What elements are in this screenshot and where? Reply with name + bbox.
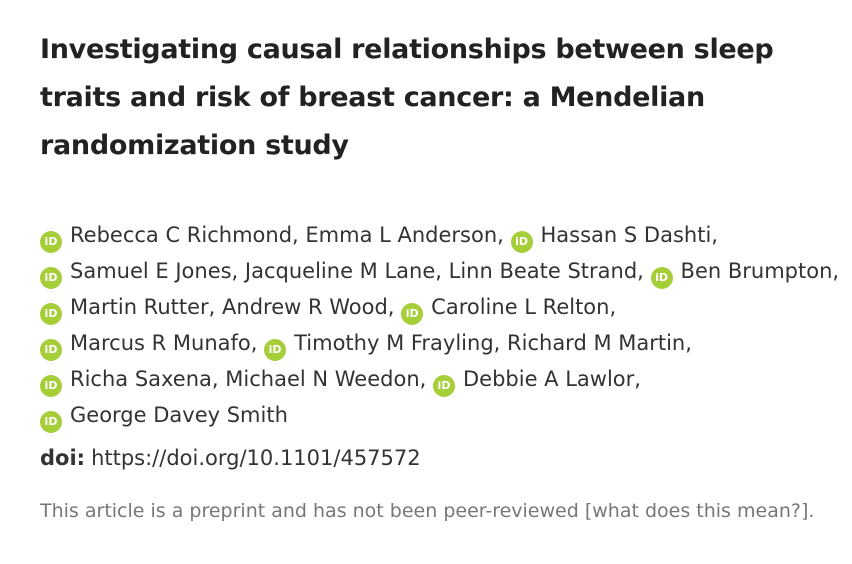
author: iD Marcus R Munafo, — [40, 331, 258, 361]
author-name: Rebecca C Richmond, — [70, 223, 299, 247]
author-name: Timothy M Frayling, — [294, 331, 501, 355]
author: Linn Beate Strand, — [449, 259, 644, 283]
notice-text: This article is a preprint and has not b… — [40, 500, 579, 522]
orcid-icon[interactable]: iD — [433, 375, 455, 397]
orcid-icon[interactable]: iD — [40, 411, 62, 433]
author: iD Caroline L Relton, — [401, 295, 617, 325]
author: Michael N Weedon, — [225, 367, 426, 391]
orcid-icon[interactable]: iD — [40, 339, 62, 361]
doi: doi: https://doi.org/10.1101/457572 — [40, 446, 421, 470]
author: Emma L Anderson, — [305, 223, 503, 247]
author: iD Hassan S Dashti, — [510, 223, 718, 253]
author-name: Richard M Martin, — [507, 331, 692, 355]
author: iD Timothy M Frayling, — [264, 331, 501, 361]
author-name: Caroline L Relton, — [431, 295, 617, 319]
author: iD Richa Saxena, — [40, 367, 219, 397]
author: Richard M Martin, — [507, 331, 692, 355]
doi-url[interactable]: https://doi.org/10.1101/457572 — [91, 446, 421, 470]
author: Jacqueline M Lane, — [245, 259, 442, 283]
orcid-icon[interactable]: iD — [40, 303, 62, 325]
author-name: Emma L Anderson, — [305, 223, 504, 247]
orcid-icon[interactable]: iD — [401, 303, 424, 325]
author-name: Jacqueline M Lane, — [244, 259, 442, 283]
orcid-icon[interactable]: iD — [510, 231, 533, 253]
author: Andrew R Wood, — [222, 295, 394, 319]
notice-link[interactable]: [what does this mean?]. — [584, 500, 815, 522]
author: iD Ben Brumpton, — [650, 259, 840, 289]
author: iD Samuel E Jones, — [40, 259, 239, 289]
doi-label: doi: — [40, 446, 86, 470]
author-name: Linn Beate Strand, — [448, 259, 644, 283]
author: iD Martin Rutter, — [40, 295, 216, 325]
orcid-icon[interactable]: iD — [650, 267, 673, 289]
orcid-icon[interactable]: iD — [40, 375, 62, 397]
author: iD Debbie A Lawlor, — [433, 367, 641, 397]
author-name: Samuel E Jones, — [70, 259, 239, 283]
author-name: Martin Rutter, — [70, 295, 216, 319]
author-name: Michael N Weedon, — [225, 367, 427, 391]
author-name: Richa Saxena, — [70, 367, 219, 391]
author: iD George Davey Smith — [40, 403, 288, 433]
author-name: Marcus R Munafo, — [70, 331, 258, 355]
orcid-icon[interactable]: iD — [40, 267, 62, 289]
author-list: iD Rebecca C Richmond, Emma L Anderson, i… — [40, 217, 840, 433]
article-title: Investigating causal relationships betwe… — [40, 34, 774, 161]
orcid-icon[interactable]: iD — [40, 231, 62, 253]
preprint-notice: This article is a preprint and has not b… — [40, 494, 840, 528]
author-name: Ben Brumpton, — [680, 259, 840, 283]
author-name: Debbie A Lawlor, — [463, 367, 641, 391]
author: iD Rebecca C Richmond, — [40, 223, 299, 253]
orcid-icon[interactable]: iD — [264, 339, 287, 361]
author-name: George Davey Smith — [70, 403, 288, 427]
author-name: Andrew R Wood, — [222, 295, 395, 319]
author-name: Hassan S Dashti, — [540, 223, 718, 247]
